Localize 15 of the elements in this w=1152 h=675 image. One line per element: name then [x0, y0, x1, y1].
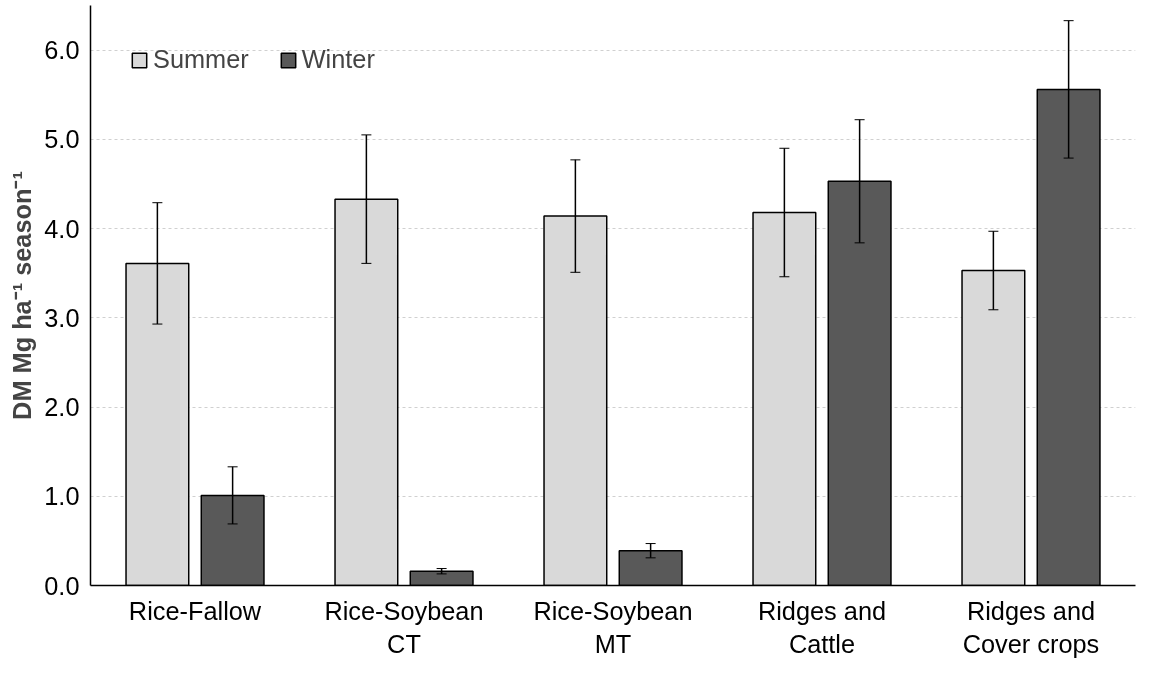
y-tick-label: 2.0: [44, 393, 80, 422]
y-tick-label: 5.0: [44, 125, 80, 154]
legend-label: Winter: [301, 45, 375, 74]
y-tick-label: 1.0: [44, 482, 80, 511]
y-axis-title: DM Mg ha⁻¹ season⁻¹: [8, 171, 37, 420]
x-tick-label: Ridges and Cover crops: [962, 596, 1100, 659]
x-tick-label: Ridges and Cattle: [757, 596, 887, 659]
y-tick-label: 3.0: [44, 303, 80, 332]
x-tick-label: Rice-Soybean MT: [533, 596, 693, 659]
x-tick-label: Rice-Soybean CT: [324, 596, 484, 659]
legend-label: Summer: [153, 45, 249, 74]
x-tick-label: Rice-Fallow: [128, 596, 262, 625]
y-tick-label: 4.0: [44, 214, 80, 243]
y-tick-label: 0.0: [44, 571, 80, 600]
y-tick-label: 6.0: [44, 36, 80, 65]
